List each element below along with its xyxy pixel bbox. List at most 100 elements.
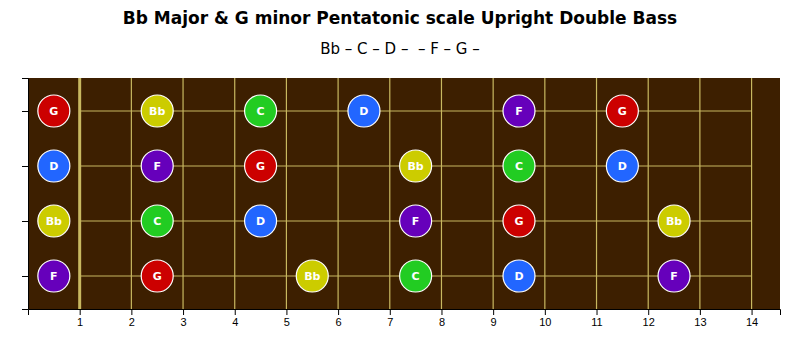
note-dot <box>296 260 328 292</box>
grid-line-x <box>389 78 390 309</box>
x-tick-label: 6 <box>336 316 342 328</box>
note-dot <box>141 150 173 182</box>
note-label: G <box>618 105 627 118</box>
note-dot <box>400 260 432 292</box>
x-tick-mark <box>493 309 494 315</box>
grid-line-x <box>544 78 545 309</box>
x-tick-label: 2 <box>129 316 135 328</box>
note-dot <box>503 260 535 292</box>
x-tick-mark <box>235 309 236 315</box>
note-label: Bb <box>304 270 320 283</box>
x-tick-label: 3 <box>180 316 186 328</box>
note-label: D <box>49 160 58 173</box>
grid-line-x <box>699 78 700 309</box>
x-tick-mark <box>286 309 287 315</box>
title: Bb Major & G minor Pentatonic scale Upri… <box>123 8 677 28</box>
x-tick-mark <box>80 309 81 315</box>
note-dot <box>503 150 535 182</box>
note-label: C <box>515 160 523 173</box>
note-label: D <box>359 105 368 118</box>
note-dot <box>141 260 173 292</box>
note-label: F <box>412 215 420 228</box>
x-tick: 6 <box>336 309 342 328</box>
x-tick-label: 12 <box>643 316 655 328</box>
y-tick-mark <box>22 166 28 167</box>
note-dot <box>245 205 277 237</box>
subtitle: Bb – C – D – – F – G – <box>320 40 480 58</box>
grid <box>80 78 752 309</box>
note-dot <box>38 95 70 127</box>
note-label: C <box>257 105 265 118</box>
grid-line-x <box>131 78 132 309</box>
grid-line-x <box>648 78 649 309</box>
x-tick-label: 13 <box>694 316 706 328</box>
note-label: C <box>412 270 420 283</box>
note-dot <box>658 205 690 237</box>
x-tick-label: 8 <box>439 316 445 328</box>
note-dot <box>38 205 70 237</box>
x-axis-line <box>29 310 781 316</box>
x-axis: 1234567891011121314 <box>29 309 781 328</box>
x-tick-mark <box>338 309 339 315</box>
note-label: G <box>514 215 523 228</box>
y-tick-mark <box>22 111 28 112</box>
note-dot <box>141 205 173 237</box>
chart: Bb Major & G minor Pentatonic scale Upri… <box>0 0 800 339</box>
x-tick: 1 <box>77 309 83 328</box>
x-tick-label: 11 <box>591 316 602 328</box>
x-tick-mark <box>441 309 442 315</box>
note-dot <box>606 95 638 127</box>
x-tick: 4 <box>232 309 238 328</box>
grid-line-x <box>596 78 597 309</box>
note-dot <box>503 95 535 127</box>
y-axis-line <box>22 79 29 310</box>
note-label: F <box>153 160 161 173</box>
x-tick: 9 <box>491 309 497 328</box>
points <box>38 95 690 292</box>
note-dot <box>38 260 70 292</box>
note-dot <box>38 150 70 182</box>
note-label: C <box>153 215 161 228</box>
grid-line-x <box>441 78 442 309</box>
note-dot <box>245 150 277 182</box>
x-tick-label: 5 <box>284 316 290 328</box>
note-label: D <box>256 215 265 228</box>
note-dot <box>400 150 432 182</box>
note-dot <box>606 150 638 182</box>
y-tick <box>22 111 28 112</box>
x-tick-mark <box>131 309 132 315</box>
grid-line-x <box>78 78 81 309</box>
grid-line-x <box>234 78 235 309</box>
x-tick-mark <box>545 309 546 315</box>
x-tick-label: 9 <box>491 316 497 328</box>
grid-line-y <box>80 111 752 112</box>
x-tick: 8 <box>439 309 445 328</box>
x-tick-mark <box>390 309 391 315</box>
x-tick-label: 4 <box>232 316 238 328</box>
y-axis <box>22 79 29 310</box>
x-tick: 12 <box>643 309 655 328</box>
note-label: D <box>514 270 523 283</box>
note-dot <box>400 205 432 237</box>
x-tick: 7 <box>387 309 393 328</box>
note-dot <box>245 95 277 127</box>
note-label: Bb <box>666 215 682 228</box>
note-label: Bb <box>149 105 165 118</box>
x-tick-mark <box>183 309 184 315</box>
x-tick-mark <box>597 309 598 315</box>
grid-line-x <box>286 78 287 309</box>
x-tick: 2 <box>129 309 135 328</box>
note-label: D <box>618 160 627 173</box>
note-dot <box>141 95 173 127</box>
y-tick-mark <box>22 276 28 277</box>
note-label: F <box>515 105 523 118</box>
y-tick <box>22 276 28 277</box>
note-label: F <box>670 270 678 283</box>
note-dot <box>503 205 535 237</box>
x-tick-mark <box>700 309 701 315</box>
note-dot <box>658 260 690 292</box>
x-tick-label: 14 <box>746 316 758 328</box>
x-tick: 5 <box>284 309 290 328</box>
plot: 1234567891011121314GDBbFBbFCGCGDDBbFBbCF… <box>22 78 781 328</box>
x-tick-mark <box>648 309 649 315</box>
